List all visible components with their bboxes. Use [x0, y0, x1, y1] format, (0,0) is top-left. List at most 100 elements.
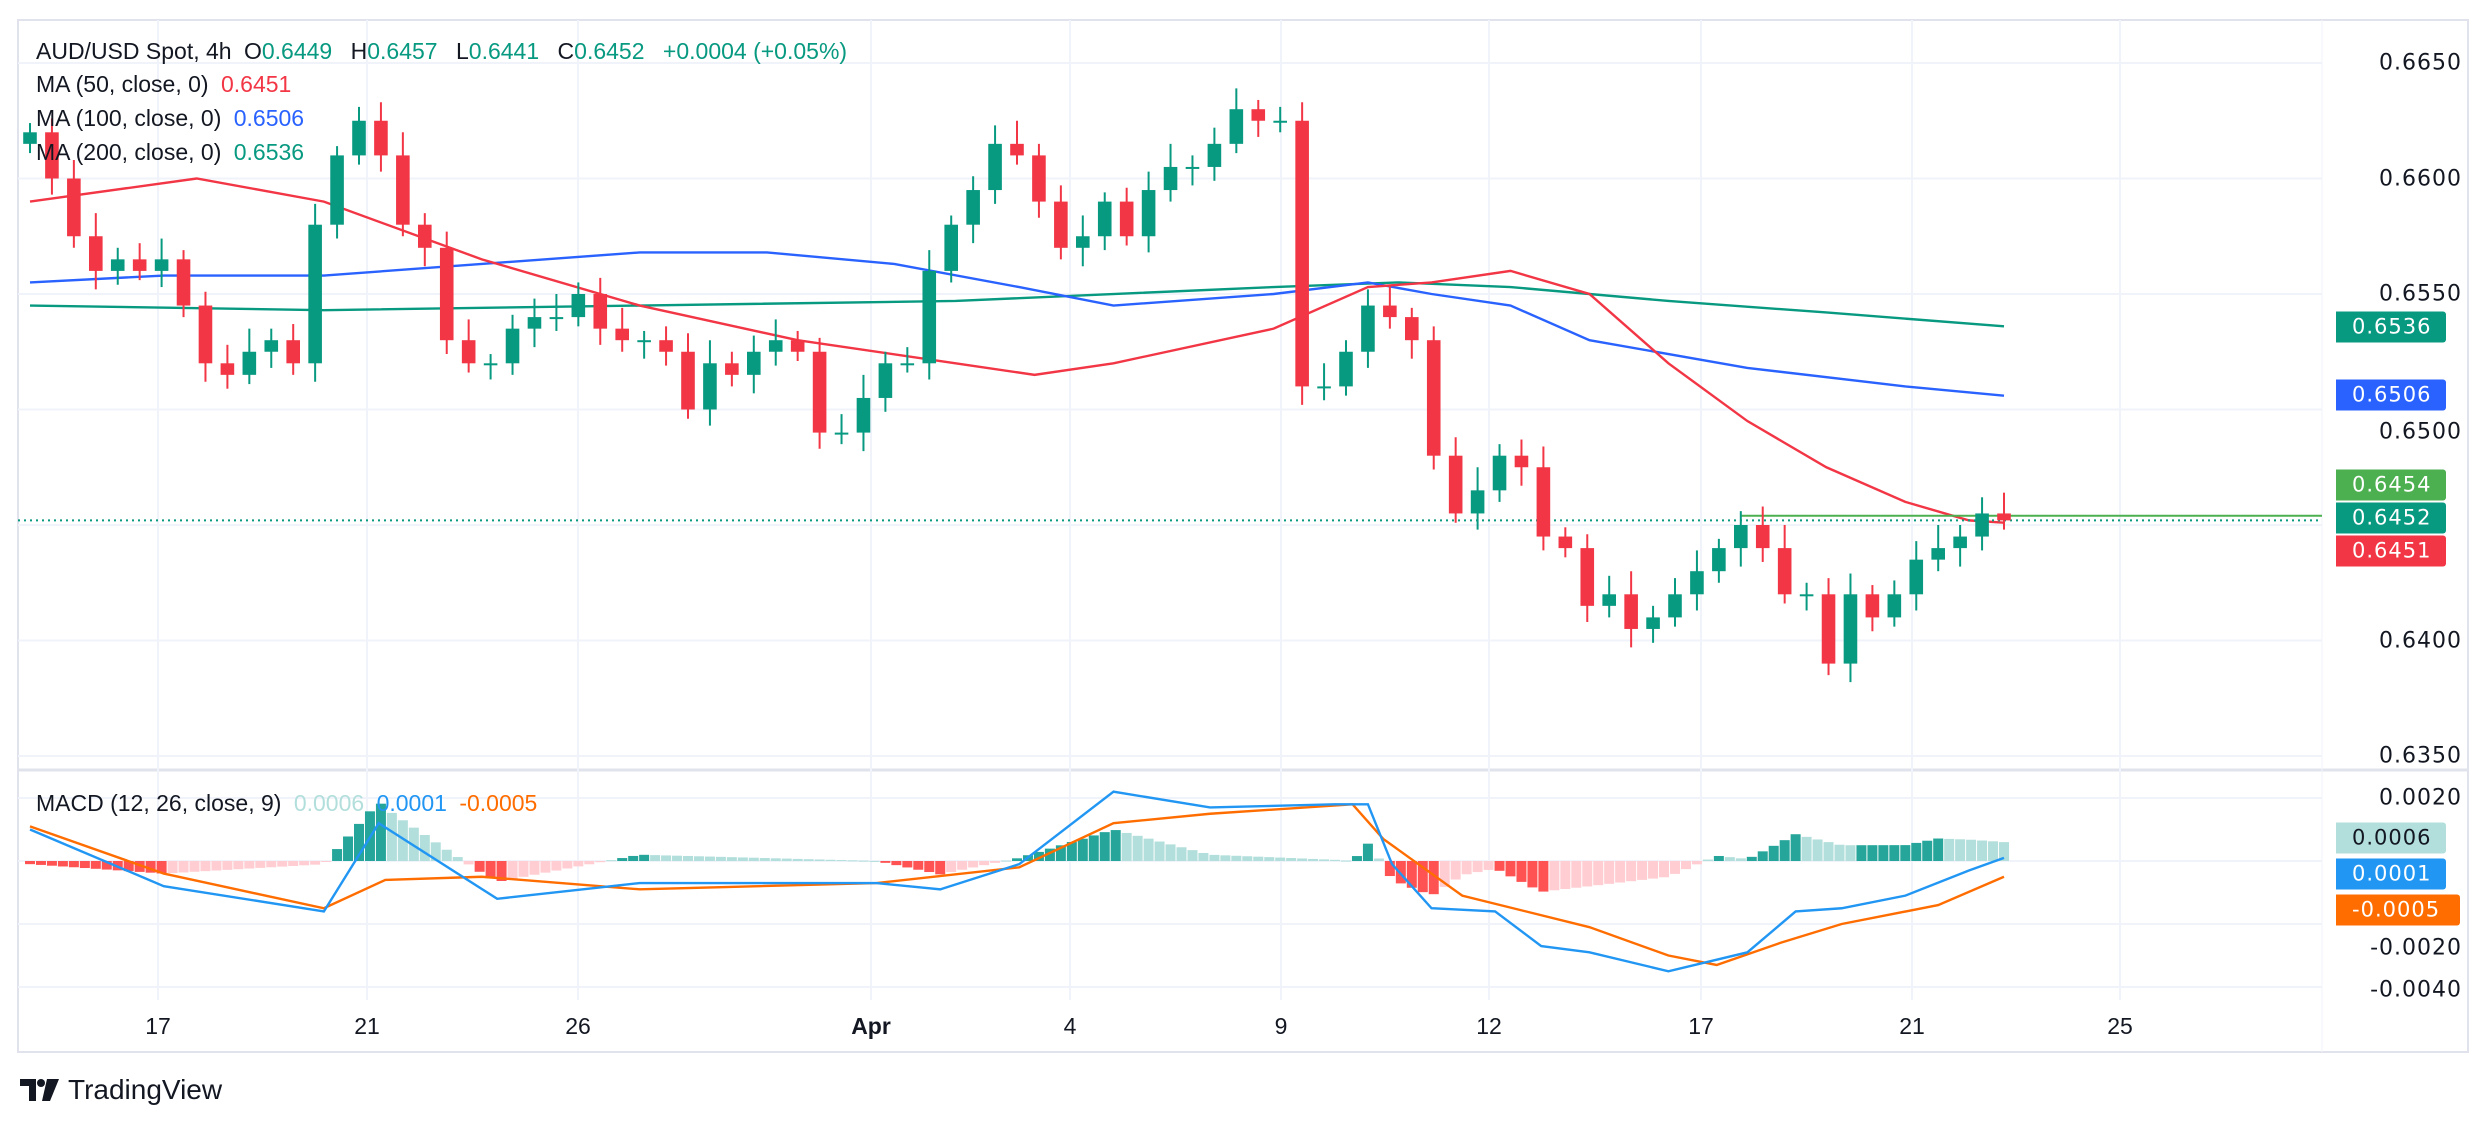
- candle-body: [878, 363, 893, 398]
- candle: [461, 319, 476, 373]
- candle-body: [1339, 351, 1353, 387]
- ma200-legend[interactable]: MA (200, close, 0) 0.6536: [36, 139, 310, 166]
- macd-histogram-bar: [584, 861, 595, 865]
- candle: [1602, 575, 1616, 618]
- macd-line: [29, 790, 2005, 973]
- macd-legend[interactable]: MACD (12, 26, close, 9) 0.0006 0.0001 -0…: [36, 790, 543, 817]
- macd-histogram-bar: [979, 861, 990, 866]
- macd-histogram-bar: [1955, 839, 1966, 861]
- candle: [900, 347, 915, 373]
- candle: [747, 335, 761, 394]
- macd-histogram-bar: [1538, 861, 1549, 892]
- candle: [725, 351, 739, 387]
- macd-histogram-bar: [1582, 861, 1593, 887]
- macd-histogram-bar: [1373, 858, 1384, 861]
- candle-body: [1668, 594, 1682, 618]
- macd-histogram-bar: [792, 858, 803, 861]
- tradingview-logo[interactable]: TradingView: [20, 1074, 222, 1106]
- price-tick: 0.6500: [2379, 419, 2462, 445]
- macd-histogram-bar: [1154, 841, 1165, 861]
- macd-histogram-bar: [25, 861, 35, 865]
- candle: [89, 213, 103, 290]
- candle-body: [198, 305, 213, 364]
- macd-histogram-bar: [606, 860, 617, 862]
- macd-histogram-bar: [573, 861, 584, 867]
- macd-histogram-bar: [1461, 861, 1472, 875]
- candle: [1646, 605, 1660, 643]
- macd-histogram-bar: [1264, 857, 1275, 861]
- macd-histogram-bar: [1242, 856, 1253, 861]
- macd-histogram-bar: [1801, 836, 1812, 861]
- macd-histogram-bar: [1867, 845, 1878, 861]
- macd-histogram-bar: [836, 860, 847, 862]
- macd-histogram-bar: [902, 861, 913, 868]
- macd-histogram-bar: [233, 861, 244, 870]
- macd-histogram-bar: [463, 861, 474, 865]
- macd-histogram-bar: [946, 861, 957, 873]
- macd-histogram-bar: [1549, 861, 1560, 891]
- candle: [198, 291, 213, 382]
- candle: [1536, 446, 1551, 551]
- candle-body: [1821, 594, 1836, 664]
- ma100-legend[interactable]: MA (100, close, 0) 0.6506: [36, 105, 310, 132]
- macd-hist-value: 0.0006: [293, 790, 365, 816]
- macd-histogram-bar: [529, 861, 540, 875]
- candle: [1339, 340, 1353, 396]
- candle-body: [308, 224, 322, 364]
- macd-histogram-bar: [1198, 852, 1209, 861]
- candle: [1076, 215, 1090, 267]
- candle: [856, 374, 871, 452]
- candle-body: [330, 155, 344, 225]
- candle-body: [1448, 455, 1463, 514]
- macd-histogram-bar: [1099, 832, 1110, 861]
- candle: [352, 106, 366, 165]
- candle: [1668, 578, 1682, 627]
- ma50-legend[interactable]: MA (50, close, 0) 0.6451: [36, 71, 297, 98]
- macd-histogram-bar: [661, 855, 672, 861]
- candle-body: [725, 363, 739, 375]
- candle: [1624, 571, 1638, 648]
- close-value: 0.6452: [574, 38, 645, 64]
- macd-histogram-bar: [869, 860, 880, 862]
- macd-histogram-bar: [683, 855, 693, 861]
- macd-tick: 0.0020: [2379, 785, 2462, 811]
- macd-histogram-bar: [639, 854, 650, 861]
- macd-histogram-bar: [452, 857, 463, 861]
- candle: [418, 213, 432, 267]
- macd-histogram-bar: [1702, 859, 1713, 861]
- macd-histogram-bar: [770, 858, 781, 861]
- candle-body: [89, 236, 103, 271]
- candle-body: [1975, 513, 1989, 537]
- candle: [1514, 439, 1529, 486]
- candle: [1821, 578, 1836, 676]
- macd-histogram-bar: [1088, 835, 1099, 861]
- macd-histogram-bar: [419, 834, 430, 861]
- price-tick: 0.6550: [2379, 281, 2462, 307]
- candle-body: [1229, 109, 1244, 144]
- candle-body: [1514, 455, 1529, 468]
- macd-histogram-bar: [1900, 845, 1911, 861]
- macd-histogram-bar: [737, 857, 748, 861]
- macd-line-tag: 0.0001: [2336, 858, 2446, 890]
- candle: [1295, 102, 1309, 405]
- candle-body: [1777, 548, 1792, 595]
- candle: [527, 298, 542, 348]
- candle: [1405, 307, 1419, 359]
- macd-hist-tag: 0.0006: [2336, 822, 2446, 854]
- candle: [637, 330, 651, 359]
- macd-histogram-bar: [650, 855, 661, 861]
- candle: [23, 123, 37, 154]
- candle: [439, 231, 454, 355]
- candle-body: [1383, 305, 1397, 318]
- candle: [1777, 525, 1792, 604]
- macd-histogram-bar: [1066, 842, 1077, 861]
- candle-body: [1032, 155, 1046, 202]
- candle-body: [1119, 201, 1134, 237]
- high-value: 0.6457: [367, 38, 438, 64]
- candle-body: [220, 363, 235, 375]
- macd-histogram-bar: [1648, 861, 1659, 879]
- candle: [1865, 585, 1880, 632]
- candle-body: [549, 317, 564, 320]
- candle: [878, 351, 893, 412]
